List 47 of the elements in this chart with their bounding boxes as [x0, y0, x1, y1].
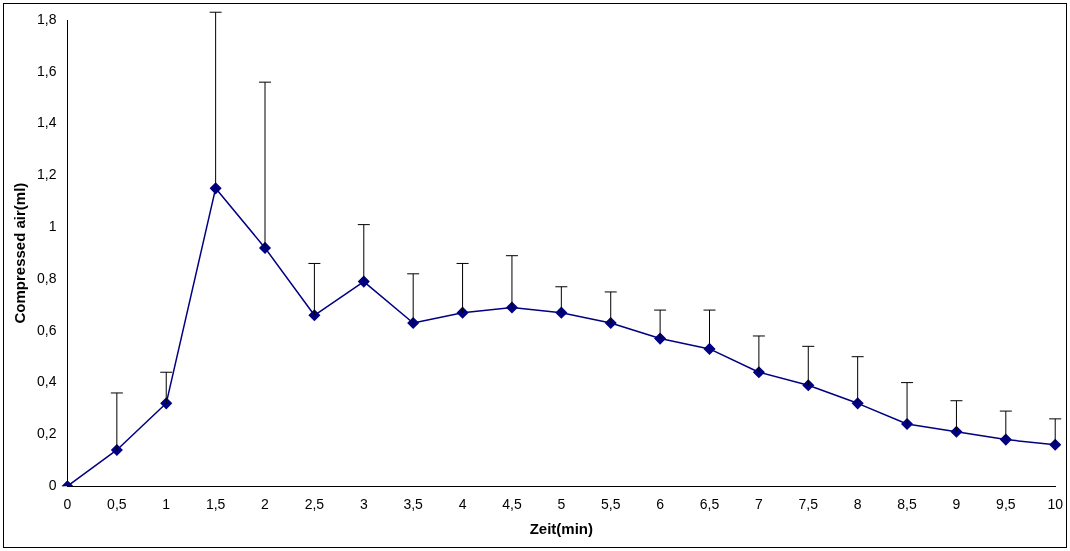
point — [851, 397, 864, 410]
x-tick-label: 6 — [656, 496, 665, 513]
point — [456, 306, 469, 319]
y-tick-label: 1,4 — [36, 114, 57, 131]
point — [407, 317, 419, 329]
point — [160, 397, 172, 410]
point — [604, 317, 617, 329]
x-tick-label: 1,5 — [205, 496, 226, 513]
x-tick-label: 0 — [63, 496, 72, 513]
x-tick-label: 10 — [1047, 496, 1064, 513]
y-tick-label: 1,2 — [36, 166, 57, 183]
x-tick-label: 9 — [952, 496, 961, 513]
y-tick-label: 0 — [48, 477, 57, 494]
y-axis-title: Compressed air(ml) — [11, 182, 29, 324]
x-tick-label: 6,5 — [699, 496, 720, 513]
point — [1000, 433, 1012, 446]
y-tick-label: 0,4 — [36, 373, 57, 390]
y-tick-label: 1,6 — [36, 62, 57, 79]
x-tick-label: 0,5 — [107, 496, 127, 513]
x-tick-label: 8 — [853, 496, 862, 513]
x-tick-label: 7,5 — [798, 496, 819, 513]
point — [358, 275, 370, 288]
point — [1049, 439, 1061, 451]
point — [209, 182, 222, 195]
point — [703, 343, 716, 355]
y-tick-label: 0,2 — [36, 425, 57, 442]
x-tick-label: 5 — [557, 496, 566, 513]
x-tick-label: 8,5 — [897, 496, 917, 513]
x-axis-title: Zeit(min) — [529, 520, 593, 538]
x-tick-label: 2,5 — [304, 496, 325, 513]
point — [802, 379, 815, 391]
x-tick-label: 4,5 — [502, 496, 522, 513]
x-tick-label: 3,5 — [403, 496, 424, 513]
y-tick-label: 1,8 — [36, 10, 57, 27]
point — [950, 426, 963, 438]
x-tick-label: 2 — [261, 496, 270, 513]
y-tick-label: 0,8 — [36, 269, 57, 286]
x-tick-label: 4 — [458, 496, 467, 513]
point — [308, 309, 321, 322]
x-tick-label: 1 — [162, 496, 171, 513]
x-tick-label: 3 — [359, 496, 368, 513]
x-tick-label: 5,5 — [600, 496, 621, 513]
y-tick-label: 0,6 — [36, 321, 57, 338]
point — [555, 306, 568, 319]
y-tick-label: 1 — [48, 218, 57, 235]
x-tick-label: 7 — [754, 496, 763, 513]
x-tick-label: 9,5 — [996, 496, 1016, 513]
